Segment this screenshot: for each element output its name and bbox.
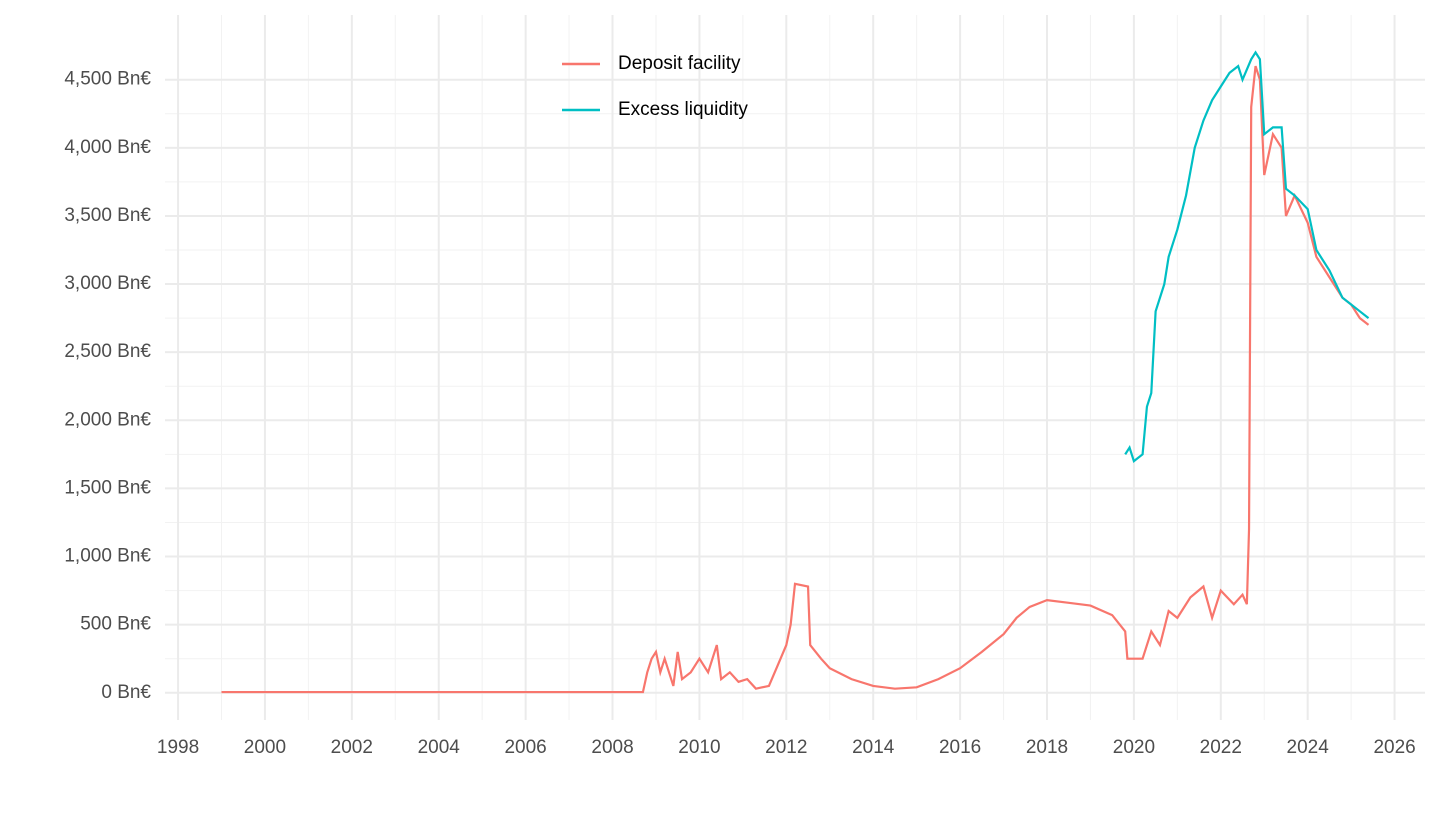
- x-tick-label: 2016: [939, 737, 981, 758]
- y-tick-label: 1,500 Bn€: [64, 477, 151, 498]
- x-tick-label: 2004: [418, 737, 461, 758]
- x-tick-label: 2018: [1026, 737, 1068, 758]
- x-tick-label: 2024: [1287, 737, 1330, 758]
- line: [1124, 50, 1370, 464]
- x-tick-label: 2000: [244, 737, 286, 758]
- x-tick-label: 2014: [852, 737, 895, 758]
- legend-label: Excess liquidity: [618, 99, 748, 120]
- x-tick-label: 2002: [331, 737, 373, 758]
- y-tick-label: 3,000 Bn€: [64, 273, 151, 294]
- x-tick-label: 2006: [504, 737, 546, 758]
- y-tick-label: 1,000 Bn€: [64, 546, 151, 567]
- x-tick-label: 2022: [1200, 737, 1242, 758]
- y-tick-label: 2,000 Bn€: [64, 409, 151, 430]
- x-tick-label: 2008: [591, 737, 633, 758]
- y-tick-label: 2,500 Bn€: [64, 341, 151, 362]
- legend-label: Deposit facility: [618, 53, 741, 74]
- x-tick-label: 2020: [1113, 737, 1155, 758]
- y-tick-label: 4,000 Bn€: [64, 137, 151, 158]
- x-tick-label: 2010: [678, 737, 720, 758]
- y-tick-label: 0 Bn€: [101, 682, 151, 703]
- y-tick-label: 3,500 Bn€: [64, 205, 151, 226]
- x-tick-label: 2026: [1373, 737, 1415, 758]
- line: [221, 65, 1370, 694]
- x-tick-label: 1998: [157, 737, 199, 758]
- y-tick-label: 500 Bn€: [80, 614, 151, 635]
- y-tick-label: 4,500 Bn€: [64, 69, 151, 90]
- x-tick-label: 2012: [765, 737, 807, 758]
